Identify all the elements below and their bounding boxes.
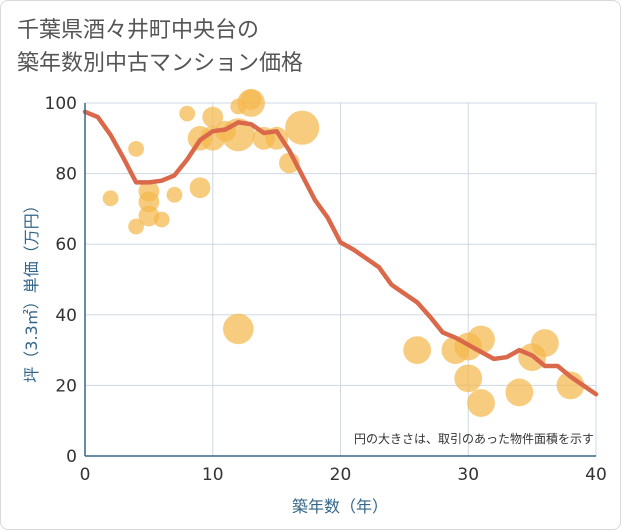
data-point: [202, 106, 224, 128]
data-point: [285, 110, 320, 145]
y-tick-label: 60: [55, 235, 77, 255]
data-point: [505, 378, 534, 407]
data-point: [128, 218, 145, 235]
data-point: [531, 329, 559, 357]
chart-title: 千葉県酒々井町中央台の 築年数別中古マンション価格: [17, 14, 303, 80]
y-tick-label: 40: [55, 306, 77, 326]
data-point: [179, 105, 196, 122]
data-point: [403, 336, 432, 364]
x-tick-label: 10: [202, 465, 224, 485]
y-tick-label: 100: [45, 94, 77, 114]
axis-layer: 0 20 40 60 80 100 0 10 20 30 40: [45, 94, 607, 485]
data-point: [467, 389, 495, 417]
data-point: [102, 190, 119, 207]
bubble-size-note: 円の大きさは、取引のあった物件面積を示す: [354, 431, 594, 446]
x-tick-label: 0: [80, 465, 91, 485]
data-point: [454, 364, 483, 393]
data-point: [223, 313, 254, 345]
trend-layer: [82, 109, 599, 397]
y-tick-label: 0: [66, 447, 77, 467]
bubble-layer: [102, 89, 585, 417]
x-tick-label: 30: [457, 465, 479, 485]
x-tick-label: 40: [585, 465, 607, 485]
x-axis-title: 築年数（年）: [292, 497, 388, 516]
data-point: [556, 371, 585, 400]
trend-line: [82, 109, 599, 397]
data-point: [189, 177, 211, 199]
data-point: [128, 140, 145, 157]
y-axis-title: 坪（3.3㎡）単価（万円）: [22, 197, 41, 382]
data-point: [240, 89, 262, 110]
y-tick-label: 20: [55, 376, 77, 396]
data-point: [166, 186, 183, 203]
x-tick-label: 20: [330, 465, 352, 485]
chart-title-line1: 千葉県酒々井町中央台の: [17, 18, 260, 43]
data-point: [467, 325, 495, 354]
y-tick-label: 80: [55, 165, 77, 185]
data-point: [153, 211, 170, 228]
chart-title-line2: 築年数別中古マンション価格: [17, 51, 304, 76]
